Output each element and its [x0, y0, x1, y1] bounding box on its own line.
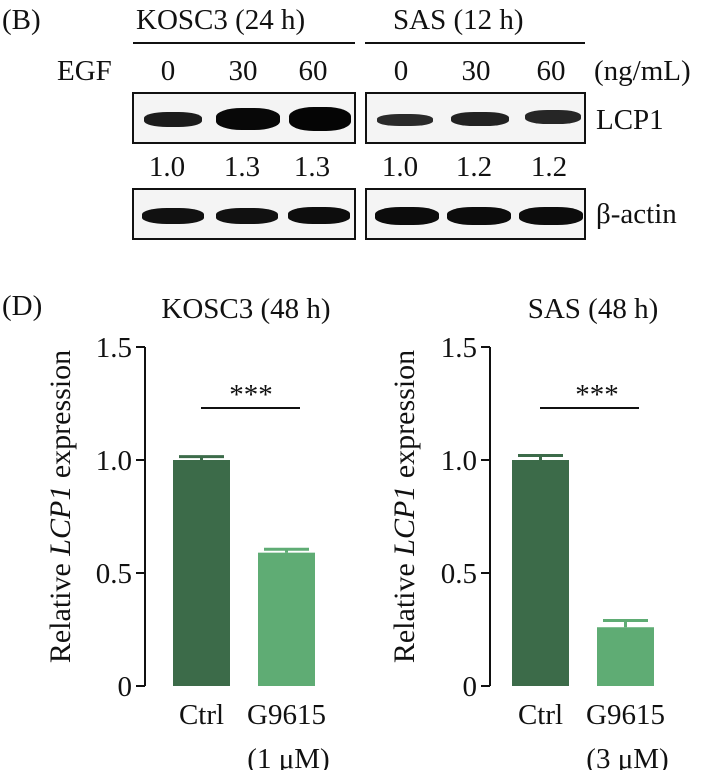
bar [258, 552, 315, 686]
y-axis-label-prefix: Relative [388, 556, 421, 663]
blot-band [144, 112, 202, 127]
significance-label: *** [229, 379, 273, 411]
actin-blot-sas [365, 188, 586, 240]
chart-title: KOSC3 (48 h) [161, 293, 330, 325]
y-axis-label-suffix: expression [44, 350, 77, 486]
lane-label: 60 [298, 55, 328, 87]
quant-value: 1.3 [293, 151, 331, 183]
blot-band [142, 208, 204, 224]
lane-label: 0 [160, 55, 176, 87]
blot-band [447, 207, 511, 225]
blot-band [288, 207, 350, 224]
y-axis-label-prefix: Relative [44, 556, 77, 663]
category-label: Ctrl [518, 699, 563, 731]
significance-label: *** [575, 379, 619, 411]
blot-band [525, 110, 581, 124]
chart-sas: SAS (48 h) Relative LCP1 expression 0 0.5 1.… [388, 293, 669, 770]
quant-value: 1.2 [530, 151, 568, 183]
category-sublabel: (3 μM) [586, 743, 668, 770]
y-tick-label: 0.5 [96, 558, 132, 590]
bar [173, 460, 230, 686]
unit-label: (ng/mL) [594, 55, 691, 87]
y-axis-label: Relative LCP1 expression [388, 350, 421, 663]
y-axis-label: Relative LCP1 expression [44, 350, 77, 663]
chart-title: SAS (48 h) [528, 293, 659, 325]
blot-band [375, 207, 439, 225]
y-tick-label: 0 [118, 671, 133, 703]
quant-value: 1.0 [381, 151, 419, 183]
lcp1-blot-sas [365, 92, 586, 144]
egf-label: EGF [57, 55, 112, 87]
y-tick-label: 1.5 [441, 332, 477, 364]
y-axis-label-gene: LCP1 [388, 486, 421, 557]
lane-label: 30 [461, 55, 491, 87]
group-header-kosc3: KOSC3 (24 h) [136, 4, 306, 36]
group-header-sas: SAS (12 h) [393, 4, 524, 36]
y-tick-label: 0.5 [441, 558, 477, 590]
y-axis-label-suffix: expression [388, 350, 421, 486]
lcp1-label: LCP1 [596, 104, 664, 136]
panel-b-label: (B) [2, 4, 41, 36]
category-sublabel: (1 μM) [247, 743, 329, 770]
y-axis-label-gene: LCP1 [44, 486, 77, 557]
blot-band [519, 207, 583, 225]
category-label: Ctrl [179, 699, 224, 731]
blot-band [216, 108, 280, 130]
actin-blot-kosc3 [132, 188, 356, 240]
lcp1-blot-kosc3 [132, 92, 356, 144]
panel-d-label: (D) [2, 290, 43, 322]
lane-label: 30 [228, 55, 258, 87]
quant-value: 1.2 [455, 151, 493, 183]
y-tick-label: 0 [463, 671, 478, 703]
lane-label: 60 [536, 55, 566, 87]
bar [597, 627, 654, 686]
quant-value: 1.3 [223, 151, 261, 183]
category-label: G9615 [586, 699, 665, 731]
blot-band [377, 114, 433, 126]
blot-band [451, 112, 509, 126]
lane-label: 0 [393, 55, 409, 87]
group-rule-kosc3 [133, 42, 355, 44]
blot-band [216, 208, 278, 224]
y-tick-label: 1.0 [441, 445, 477, 477]
beta-actin-label: β-actin [596, 198, 677, 230]
chart-kosc3: KOSC3 (48 h) Relative LCP1 expression 0 0.5… [44, 293, 331, 770]
blot-band [289, 107, 351, 131]
y-tick-label: 1.0 [96, 445, 132, 477]
bar [512, 460, 569, 686]
y-tick-label: 1.5 [96, 332, 132, 364]
group-rule-sas [365, 42, 585, 44]
quant-value: 1.0 [148, 151, 186, 183]
category-label: G9615 [247, 699, 326, 731]
